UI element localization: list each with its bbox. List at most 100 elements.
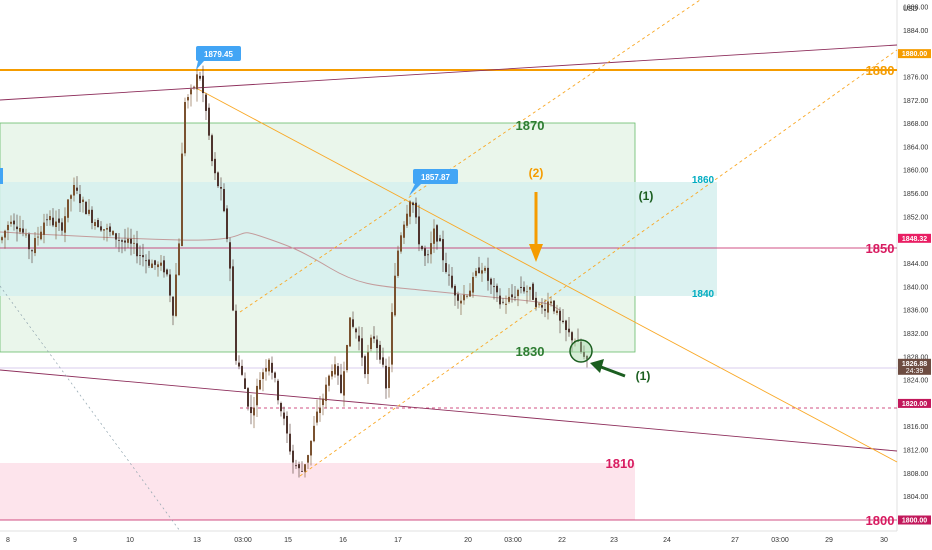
candle (466, 294, 468, 299)
candle (202, 65, 204, 103)
candle (73, 177, 75, 202)
candle (409, 200, 411, 225)
candle (175, 262, 177, 318)
candle (196, 66, 198, 102)
candle (514, 286, 516, 302)
y-tick-label: 1884.00 (903, 28, 928, 35)
candle (250, 394, 252, 425)
x-tick-label: 03:00 (771, 537, 789, 544)
candle (211, 133, 213, 167)
candle (151, 259, 153, 269)
candle (157, 261, 159, 277)
y-tick-label: 1868.00 (903, 121, 928, 128)
candle (103, 229, 105, 241)
zone-label-1860: 1860 (692, 175, 715, 186)
candle (412, 201, 414, 213)
candle (253, 396, 255, 429)
wave-label-1-upper: (1) (639, 189, 654, 203)
x-tick-label: 8 (6, 537, 10, 544)
candle (22, 219, 24, 237)
candle (343, 361, 345, 407)
candle (427, 249, 429, 264)
zone-label-1840: 1840 (692, 289, 715, 300)
left-edge-callout (0, 168, 3, 184)
y-tick-label: 1808.00 (903, 471, 928, 478)
candle (256, 378, 258, 418)
x-tick-label: 17 (394, 537, 402, 544)
price-tag-text: 1826.88 (902, 361, 927, 368)
candle (235, 304, 237, 365)
y-tick-label: 1832.00 (903, 331, 928, 338)
x-tick-label: 13 (193, 537, 201, 544)
candle (487, 257, 489, 291)
candle (4, 229, 6, 249)
candle (193, 85, 195, 90)
candle (205, 92, 207, 121)
candle (229, 237, 231, 282)
candle (535, 291, 537, 311)
candle (106, 223, 108, 242)
candle (55, 210, 57, 240)
descending-trend-line (195, 87, 898, 463)
price-tag: 1800.00 (898, 515, 931, 525)
zone-label-1830: 1830 (516, 344, 545, 359)
candle (337, 363, 339, 385)
candle (79, 185, 81, 213)
candle (541, 298, 543, 314)
candle (376, 335, 378, 360)
candle (400, 232, 402, 254)
x-tick-label: 03:00 (504, 537, 522, 544)
candle (40, 225, 42, 241)
x-tick-label: 03:00 (234, 537, 252, 544)
candle (223, 183, 225, 213)
candle (289, 423, 291, 455)
time-axis[interactable]: 8 9 10 13 03:00 15 16 17 20 03:00 22 23 24 27 03:00 29 3… (6, 537, 888, 544)
candle (19, 215, 21, 235)
candle (559, 307, 561, 334)
price-tag: 1880.00 (898, 49, 931, 59)
candle (331, 364, 333, 380)
candle (115, 232, 117, 248)
candle (238, 355, 240, 370)
trend-lines (0, 0, 898, 532)
candle (424, 245, 426, 266)
candle (64, 207, 66, 243)
candles-layer (1, 65, 588, 478)
candle (241, 359, 243, 377)
candle (586, 354, 588, 368)
candle (88, 198, 90, 216)
callout-1857: 1857.87 (409, 169, 458, 196)
candle (262, 368, 264, 392)
candle (583, 345, 585, 360)
x-tick-label: 22 (558, 537, 566, 544)
candle (271, 356, 273, 380)
candle (16, 214, 18, 242)
candle (460, 295, 462, 315)
candle (472, 272, 474, 298)
candle (334, 356, 336, 378)
price-axis-panel[interactable] (897, 0, 932, 550)
candle (67, 199, 69, 223)
y-tick-label: 1824.00 (903, 378, 928, 385)
price-tag-text: 1848.32 (902, 236, 927, 243)
y-tick-label: 1812.00 (903, 448, 928, 455)
candle (46, 213, 48, 227)
candle (346, 344, 348, 373)
candle (232, 259, 234, 312)
y-tick-label: 1856.00 (903, 191, 928, 198)
candle (94, 219, 96, 230)
candle (373, 326, 375, 344)
candle (112, 230, 114, 236)
level-label-1880: 1880 (866, 63, 895, 78)
candle (520, 276, 522, 294)
candle (286, 411, 288, 443)
candle (355, 327, 357, 339)
candle (502, 298, 504, 305)
candle (313, 416, 315, 443)
candle (568, 316, 570, 337)
candle (382, 347, 384, 368)
y-tick-label: 1844.00 (903, 261, 928, 268)
